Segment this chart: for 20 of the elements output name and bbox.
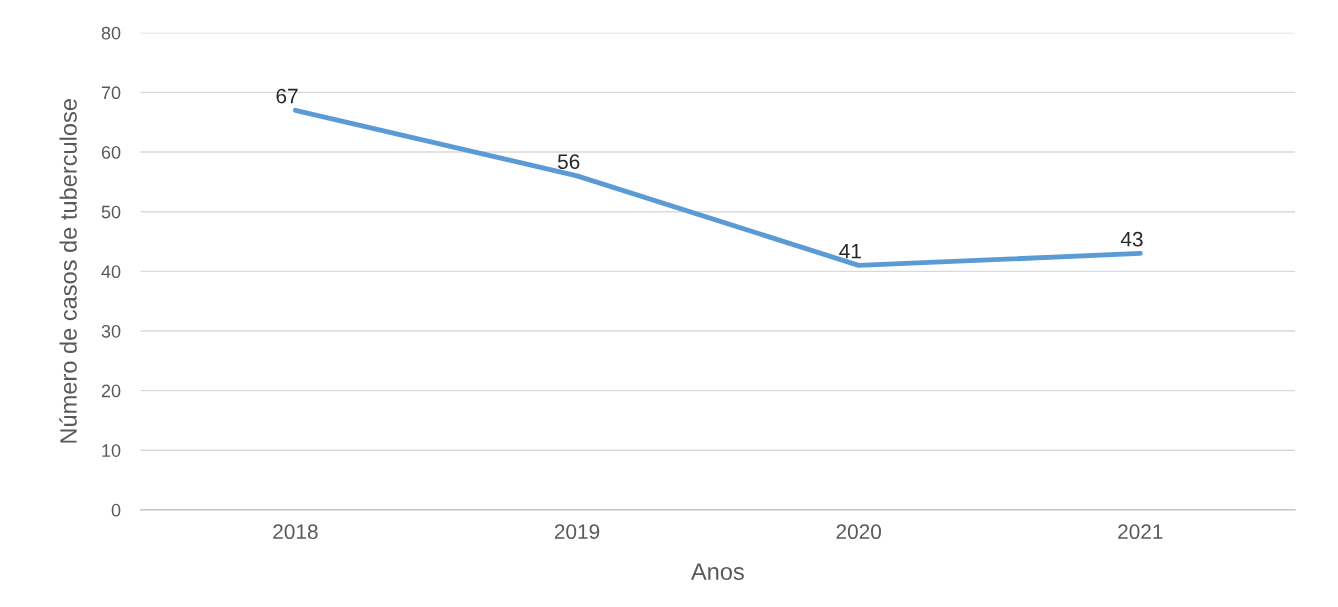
y-tick-label: 40	[101, 265, 121, 279]
line-series	[292, 107, 1143, 268]
y-tick-label: 80	[101, 26, 121, 40]
y-tick-label: 20	[101, 384, 121, 398]
y-tick-label: 0	[111, 503, 121, 517]
data-label: 43	[1120, 231, 1143, 247]
data-label: 56	[557, 154, 580, 170]
y-tick-label: 60	[101, 145, 121, 159]
x-axis-title: Anos	[690, 563, 744, 580]
x-tick-label: 2021	[1118, 524, 1163, 540]
data-label: 67	[276, 88, 298, 104]
y-axis-title: Número de casos de tuberculose	[59, 99, 77, 443]
y-tick-label: 70	[101, 86, 121, 100]
x-tick-label: 2018	[273, 524, 318, 540]
data-label: 41	[839, 243, 861, 259]
x-tick-label: 2020	[836, 524, 882, 540]
y-tick-label: 50	[101, 205, 121, 219]
x-tick-label: 2019	[554, 524, 600, 540]
y-tick-label: 30	[101, 324, 121, 338]
y-tick-label: 10	[102, 444, 121, 457]
